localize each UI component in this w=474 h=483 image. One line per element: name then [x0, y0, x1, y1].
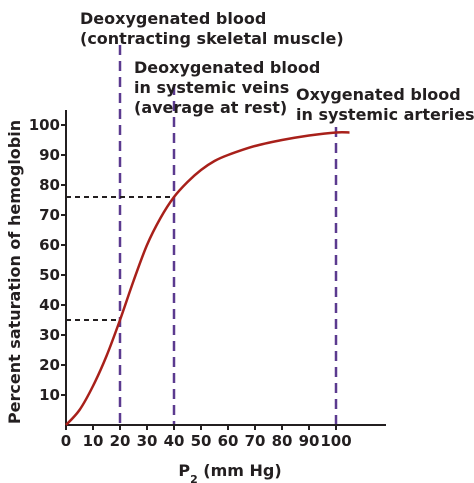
axes-layer: [61, 110, 386, 430]
x-tick-label: 70: [245, 432, 266, 450]
x-tick-label: 40: [164, 432, 185, 450]
x-axis-label: P2 (mm Hg): [178, 461, 281, 483]
marker-annotation: in systemic arteries: [296, 105, 474, 124]
x-axis-label-main: P: [178, 461, 190, 480]
y-tick-label: 10: [39, 386, 60, 404]
x-tick-label: 50: [191, 432, 212, 450]
x-tick-label: 60: [218, 432, 239, 450]
x-tick-label: 90: [299, 432, 320, 450]
y-tick-label: 70: [39, 206, 60, 224]
marker-annotation: Deoxygenated blood: [80, 9, 266, 28]
x-tick-label: 30: [137, 432, 158, 450]
x-tick-label: 100: [320, 432, 351, 450]
annotation-layer: Deoxygenated blood(contracting skeletal …: [66, 9, 474, 425]
x-tick-label: 80: [272, 432, 293, 450]
marker-annotation: (contracting skeletal muscle): [80, 29, 344, 48]
saturation-curve: [65, 131, 350, 426]
marker-annotation: (average at rest): [134, 98, 287, 117]
marker-annotation: in systemic veins: [134, 78, 289, 97]
marker-annotation: Oxygenated blood: [296, 85, 461, 104]
y-tick-label: 60: [39, 236, 60, 254]
marker-annotation: Deoxygenated blood: [134, 58, 320, 77]
y-tick-label: 80: [39, 176, 60, 194]
x-axis-label-unit: (mm Hg): [198, 461, 282, 480]
curve-layer: [65, 131, 350, 426]
x-tick-label: 10: [83, 432, 104, 450]
x-axis-label-subscript: 2: [190, 473, 198, 483]
y-tick-label: 90: [39, 146, 60, 164]
y-tick-label: 20: [39, 356, 60, 374]
y-tick-label: 50: [39, 266, 60, 284]
x-tick-label: 20: [110, 432, 131, 450]
y-axis-label: Percent saturation of hemoglobin: [5, 120, 24, 424]
y-tick-label: 30: [39, 326, 60, 344]
y-tick-label: 40: [39, 296, 60, 314]
y-tick-label: 100: [29, 116, 60, 134]
x-tick-label: 0: [61, 432, 71, 450]
